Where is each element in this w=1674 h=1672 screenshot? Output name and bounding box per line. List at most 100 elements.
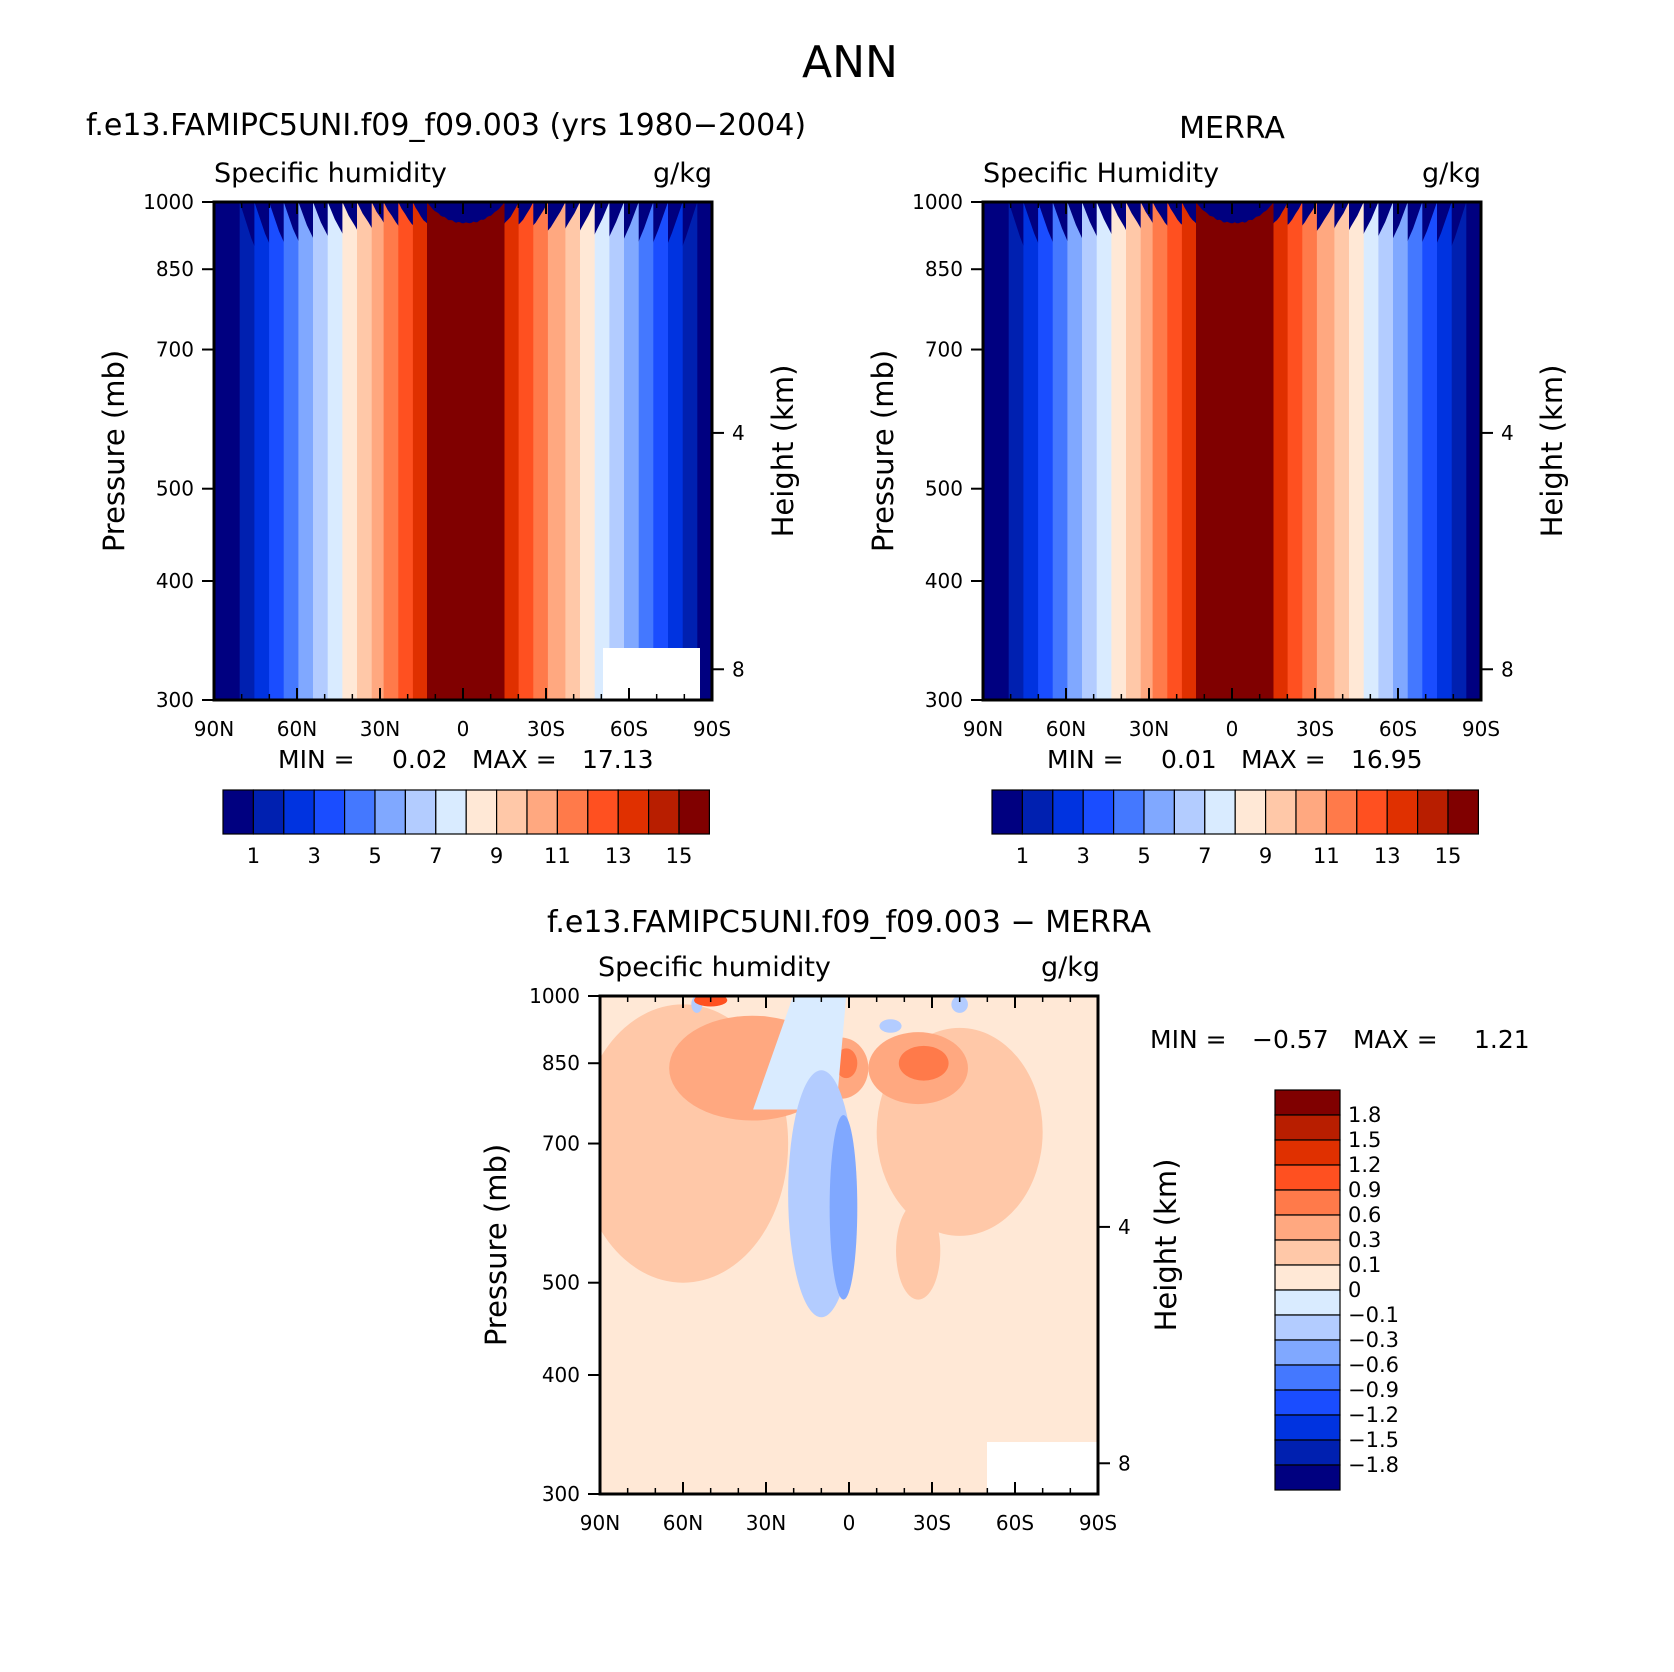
obs-right-axis: 84	[1481, 421, 1514, 681]
model-p-tick-label: 400	[156, 569, 194, 593]
diff-x-tick-label: 60N	[663, 1511, 703, 1535]
diff-colorbar-box	[1274, 1139, 1341, 1166]
model-colorbar-label: 11	[544, 844, 571, 868]
diff-colorbar-label: 1.5	[1348, 1128, 1381, 1152]
diff-x-tick-label: 90N	[580, 1511, 620, 1535]
obs-max-label: MAX =	[1241, 745, 1326, 774]
obs-p-tick-label: 300	[925, 688, 963, 712]
obs-title: MERRA	[1179, 111, 1285, 146]
obs-colorbar-box	[1143, 789, 1175, 835]
diff-colorbar-label: −1.8	[1348, 1453, 1399, 1477]
diff-max-value: 1.21	[1474, 1025, 1530, 1054]
diff-colorbar-label: 0.3	[1348, 1228, 1381, 1252]
diff-p-tick-label: 1000	[529, 984, 580, 1008]
diff-colorbar-box	[1274, 1314, 1341, 1341]
obs-colorbar-box	[1052, 789, 1084, 835]
model-height-tick-label: 4	[732, 421, 745, 445]
obs-x-tick-label: 90S	[1462, 717, 1500, 741]
model-units-label: g/kg	[653, 158, 712, 189]
obs-colorbar-box	[1264, 789, 1297, 835]
obs-p-tick-label: 850	[925, 257, 963, 281]
obs-colorbar-label: 15	[1435, 844, 1462, 868]
obs-height-tick-label: 4	[1501, 421, 1514, 445]
diff-variable-label: Specific humidity	[598, 952, 831, 983]
model-colorbar-box	[404, 789, 437, 835]
diff-colorbar-box	[1274, 1214, 1341, 1241]
diff-colorbar-label: −0.3	[1348, 1328, 1399, 1352]
obs-x-tick-label: 30S	[1296, 717, 1334, 741]
diff-colorbar-box	[1274, 1439, 1341, 1466]
model-p-tick-label: 500	[156, 477, 194, 501]
model-x-tick-label: 90N	[194, 717, 234, 741]
model-x-tick-label: 0	[457, 717, 470, 741]
obs-colorbar-box	[1112, 789, 1145, 835]
model-x-tick-label: 60N	[277, 717, 317, 741]
diff-height-tick-label: 4	[1118, 1215, 1131, 1239]
diff-x-axis: 90N 60N 30N 0 30S 60S 90S	[580, 996, 1117, 1535]
model-colorbar-box	[374, 789, 406, 835]
diff-contour-field	[600, 996, 1098, 1494]
figure-title: ANN	[802, 37, 898, 88]
obs-colorbar-box	[1082, 789, 1115, 835]
obs-colorbar-box	[991, 789, 1023, 835]
diff-colorbar-label: 1.8	[1348, 1103, 1381, 1127]
diff-colorbar-label: 0.6	[1348, 1203, 1381, 1227]
model-x-tick-label: 60S	[610, 717, 648, 741]
obs-x-tick-label: 0	[1226, 717, 1239, 741]
obs-x-tick-label: 60S	[1379, 717, 1417, 741]
diff-colorbar-label: −1.5	[1348, 1428, 1399, 1452]
model-colorbar-box	[252, 789, 285, 835]
model-colorbar-box	[344, 789, 376, 835]
panel-diff: f.e13.FAMIPC5UNI.f09_f09.003 − MERRA Spe…	[479, 905, 1530, 1535]
model-colorbar-label: 13	[605, 844, 632, 868]
obs-colorbar-label: 5	[1137, 844, 1150, 868]
diff-colorbar-label: 1.2	[1348, 1153, 1381, 1177]
obs-colorbar-label: 13	[1374, 844, 1401, 868]
model-right-axis: 84	[712, 421, 745, 681]
model-min-label: MIN =	[278, 745, 355, 774]
diff-colorbar-box	[1274, 1289, 1341, 1316]
diff-p-tick-label: 300	[542, 1482, 580, 1506]
obs-colorbar-label: 11	[1313, 844, 1340, 868]
diff-colorbar-label: 0.9	[1348, 1178, 1381, 1202]
model-ylabel-right: Height (km)	[766, 365, 800, 538]
diff-colorbar-label: 0.1	[1348, 1253, 1381, 1277]
model-colorbar-label: 1	[247, 844, 260, 868]
diff-colorbar-box	[1274, 1264, 1341, 1291]
obs-p-tick-label: 700	[925, 338, 963, 362]
diff-x-tick-label: 0	[843, 1511, 856, 1535]
model-colorbar-box	[496, 789, 528, 835]
obs-band-15	[1196, 202, 1274, 700]
obs-left-axis: 300 400 500 700 850 1000	[912, 190, 983, 712]
diff-colorbar-box	[1274, 1414, 1341, 1441]
model-colorbar-box	[283, 789, 315, 835]
obs-colorbar-box	[1325, 789, 1358, 835]
diff-p-tick-label: 850	[542, 1051, 580, 1075]
diff-units-label: g/kg	[1041, 952, 1100, 983]
diff-x-tick-label: 90S	[1079, 1511, 1117, 1535]
diff-min-value: −0.57	[1252, 1025, 1329, 1054]
obs-colorbar-label: 1	[1016, 844, 1029, 868]
diff-colorbar-label: −0.9	[1348, 1378, 1399, 1402]
obs-colorbar-box	[1204, 789, 1236, 835]
model-colorbar-box	[526, 789, 558, 835]
diff-colorbar-box	[1274, 1089, 1341, 1116]
diff-colorbar-box	[1274, 1464, 1341, 1491]
model-colorbar: 1 3 5 7 9 11 13 15	[222, 789, 710, 868]
diff-p-tick-label: 400	[542, 1363, 580, 1387]
obs-min-label: MIN =	[1047, 745, 1124, 774]
diff-height-tick-label: 8	[1118, 1451, 1131, 1475]
obs-ylabel-left: Pressure (mb)	[866, 350, 900, 552]
obs-height-tick-label: 8	[1501, 657, 1514, 681]
model-colorbar-box	[435, 789, 467, 835]
obs-min-value: 0.01	[1161, 745, 1217, 774]
model-colorbar-box	[587, 789, 619, 835]
model-p-tick-label: 700	[156, 338, 194, 362]
model-colorbar-label: 5	[368, 844, 381, 868]
model-p-tick-label: 1000	[143, 190, 194, 214]
model-colorbar-label: 3	[308, 844, 321, 868]
obs-colorbar-box	[1447, 789, 1479, 835]
model-x-tick-label: 30S	[527, 717, 565, 741]
diff-colorbar-label: 0	[1348, 1278, 1361, 1302]
model-variable-label: Specific humidity	[214, 158, 447, 189]
